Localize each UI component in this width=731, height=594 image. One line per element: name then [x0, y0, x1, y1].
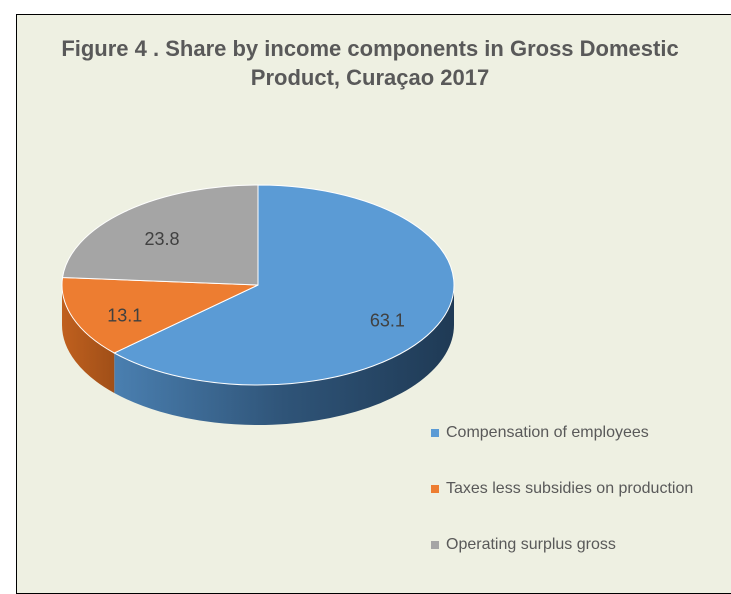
pie-slice [61, 276, 259, 354]
data-label: 13.1 [107, 305, 142, 325]
data-label: 63.1 [370, 311, 405, 331]
pie-side [114, 285, 454, 426]
pie-slice [61, 184, 259, 286]
chart-title: Figure 4 . Share by income components in… [61, 36, 679, 90]
legend-marker [431, 485, 439, 493]
legend-label: Operating surplus gross [446, 536, 616, 553]
legend-label: Compensation of employees [446, 424, 649, 441]
legend-marker [431, 429, 439, 437]
legend-marker [431, 541, 439, 549]
legend-label: Taxes less subsidies on production [446, 480, 693, 497]
pie-slice [113, 184, 455, 386]
pie-side [62, 285, 115, 393]
data-label: 23.8 [145, 229, 180, 249]
